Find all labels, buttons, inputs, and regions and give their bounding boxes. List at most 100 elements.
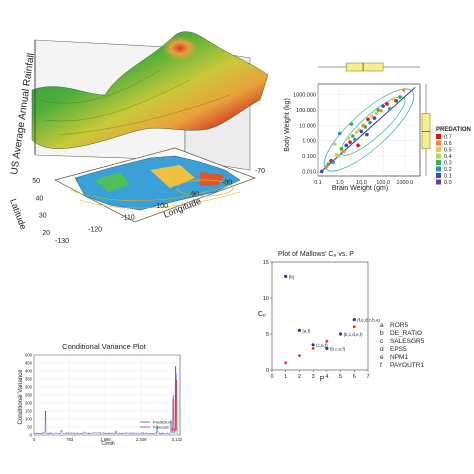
variance-y-tick-label: 350 <box>25 377 33 382</box>
mallows-y-tick-label: 10 <box>263 296 269 302</box>
mallows-ylabel: Cₚ <box>258 311 266 318</box>
mallows-x-tick-label: 7 <box>366 374 369 380</box>
mallows-key-letter: c <box>380 338 384 345</box>
mallows-point-label: (f,e,d,c,b,a) <box>357 318 380 323</box>
longitude-tick-label: -100 <box>154 203 168 210</box>
scatter-x-tick-label: 100.0 <box>376 180 390 186</box>
scatter-y-tick-label: 0.010 <box>302 169 316 175</box>
variance-legend-label: Prediction <box>153 420 171 425</box>
map-contour-1 <box>69 184 231 201</box>
scatter-y-tick-label: 0.100 <box>302 154 316 160</box>
longitude-tick-label: -120 <box>88 226 102 233</box>
mallows-point <box>325 346 329 350</box>
scatter-point <box>366 117 370 122</box>
predation-legend-swatch <box>436 166 441 172</box>
predation-legend-swatch <box>436 140 441 146</box>
predation-legend-label: 0.4 <box>444 154 452 160</box>
mallows-key-name: SALESGR5 <box>390 338 425 345</box>
mallows-key-letter: e <box>380 354 384 361</box>
predation-legend-swatch <box>436 160 441 165</box>
scatter-x-tick-label: 0.1 <box>314 180 322 186</box>
variance-x-tick-label: 783 <box>66 437 74 442</box>
scatter-point <box>365 132 369 137</box>
mallows-key-letter: d <box>380 346 384 353</box>
variance-x-tick-label: 3,132 <box>172 437 183 442</box>
variance-xlabel: C/mth <box>101 441 115 447</box>
rainfall-peak <box>162 36 198 60</box>
rainfall-surface <box>31 31 269 149</box>
predation-legend-label: 0.3 <box>444 161 452 167</box>
predation-legend-label: 0.2 <box>444 167 452 173</box>
latitude-ticks: 20 30 40 50 <box>32 178 50 237</box>
variance-y-tick-label: 100 <box>25 417 33 422</box>
scatter-point <box>331 160 335 164</box>
predation-legend-swatch <box>436 134 441 139</box>
scatter-point <box>337 131 342 136</box>
scatter-point <box>402 88 406 92</box>
mallows-point-label: (c,e,f) <box>316 343 328 348</box>
variance-ylabel: Conditional Variance <box>18 369 24 425</box>
scatter-point <box>376 108 381 112</box>
confidence-ellipse-outer <box>323 88 415 172</box>
variance-y-tick-label: 250 <box>25 393 33 398</box>
predation-legend: 0.70.60.50.40.30.20.10.0 <box>436 134 452 186</box>
predation-legend-label: 0.5 <box>444 148 452 154</box>
variance-forecast-line <box>171 372 178 432</box>
mallows-y-tick-label: 0 <box>266 368 269 374</box>
mallows-key-name: NPM1 <box>390 354 408 361</box>
scatter-y-tick-label: 1000.000 <box>293 93 316 99</box>
mallows-reference-point <box>325 339 329 343</box>
scatter-point <box>324 164 329 169</box>
mallows-point-label: (b,c,d,e,f) <box>344 332 364 337</box>
mallows-y-tick-label: 15 <box>263 260 269 266</box>
mallows-x-tick-label: 2 <box>298 374 301 380</box>
variance-prediction-line <box>33 365 178 435</box>
variance-x-tick-label: 1,566 <box>100 437 111 442</box>
mallows-point <box>338 332 343 336</box>
scatter-point <box>394 99 398 103</box>
mallows-point <box>297 328 302 332</box>
scatter-point <box>391 97 396 102</box>
latitude-tick-label: 50 <box>32 178 40 185</box>
variance-y-tick-label: 200 <box>25 401 33 406</box>
scatter-point <box>381 104 385 108</box>
mallows-x-tick-label: 6 <box>353 374 356 380</box>
mallows-key-letter: b <box>380 330 384 337</box>
mallows-key-letter: a <box>380 322 384 329</box>
mallows-point-label: (a,f) <box>302 328 311 333</box>
scatter-point <box>320 169 324 174</box>
marginal-box-x <box>345 62 384 72</box>
mallows-key-name: PAYOUTR1 <box>390 362 424 369</box>
map-contour-2 <box>79 191 241 209</box>
mallows-title: Plot of Mallows' Cₚ vs. P <box>278 251 354 258</box>
scatter-y-tick-label: 100.000 <box>296 108 316 114</box>
variance-y-tick-label: 0 <box>30 433 33 438</box>
longitude-tick-label: -130 <box>55 238 69 245</box>
scatter-point <box>344 143 349 148</box>
longitude-tick-label: -80 <box>222 180 232 187</box>
map-region-east <box>200 172 225 186</box>
scatter-point <box>372 116 377 120</box>
variance-y-tick-label: 450 <box>25 361 33 366</box>
longitude-tick-label: -110 <box>121 215 135 222</box>
mallows-x-tick-label: 4 <box>325 374 328 380</box>
scatter-plot-frame <box>317 83 421 177</box>
predation-legend-label: 0.0 <box>444 180 452 186</box>
scatter-point <box>374 111 379 116</box>
mallows-key-name: ROR5 <box>390 322 408 329</box>
scatter-point <box>348 140 352 145</box>
scatter-point <box>339 146 344 151</box>
mallows-xlabel: P <box>320 376 325 383</box>
mallows-y-tick-label: 5 <box>266 332 269 338</box>
predation-legend-label: 0.6 <box>444 141 452 147</box>
scatter-point <box>369 114 374 118</box>
variance-legend-label: Forecast <box>153 425 169 430</box>
mallows-key-name: DE_RATIO <box>390 330 422 337</box>
mallows-reference-point <box>284 361 288 365</box>
scatter-ylabel: Body Weight (kg) <box>284 98 291 152</box>
